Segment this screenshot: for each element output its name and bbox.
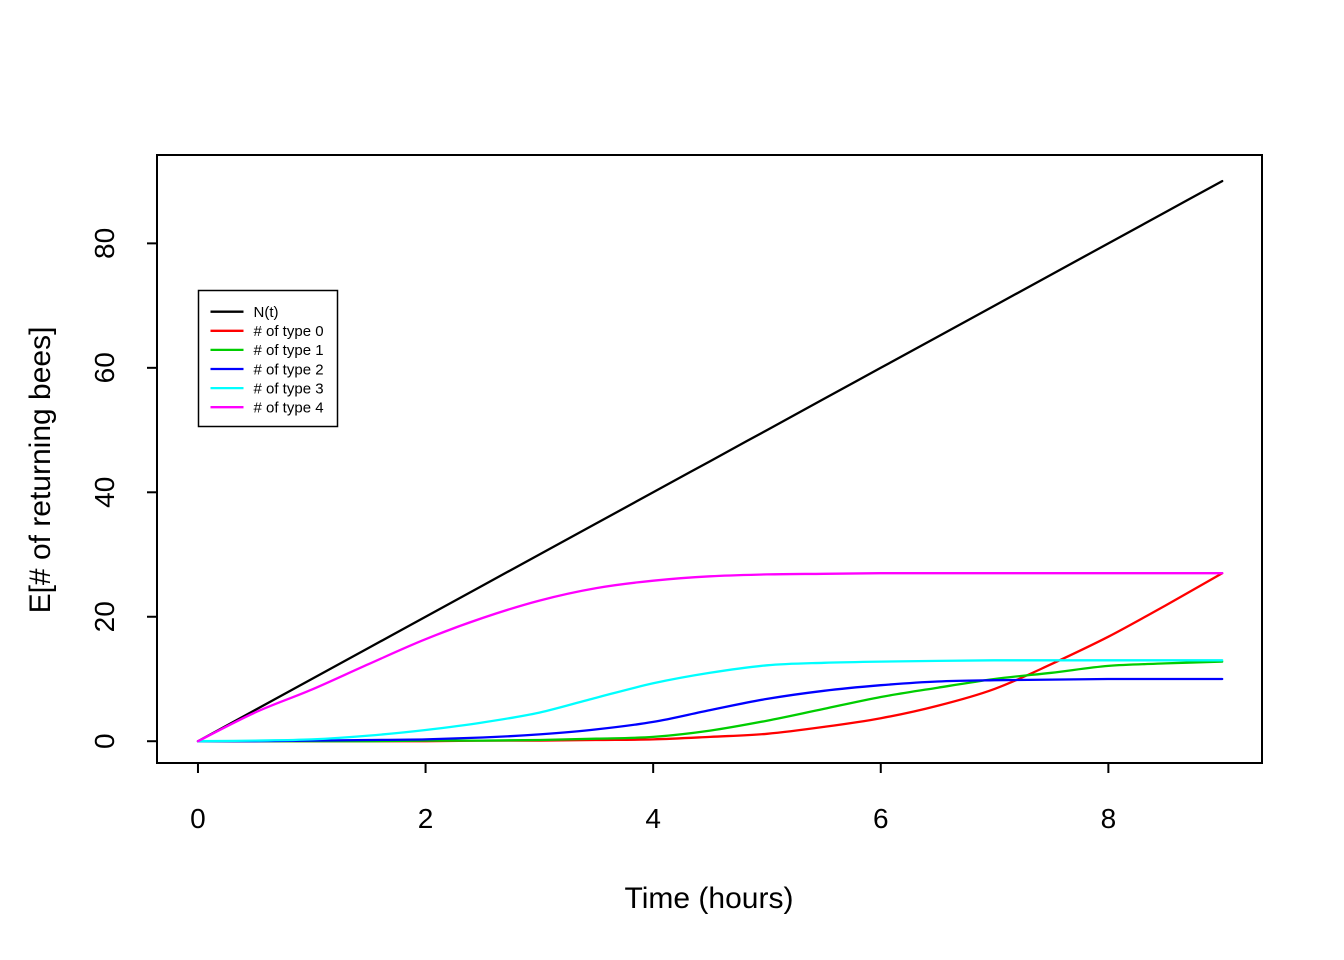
legend: N(t) # of type 0 # of type 1 # of type 2 # o…: [197, 289, 339, 428]
x-tick-label: 0: [190, 803, 206, 834]
y-axis-title: E[# of returning bees]: [24, 327, 57, 614]
legend-label: # of type 2: [254, 361, 324, 378]
series-line-of-type-1: [196, 660, 1224, 743]
x-tick-label: 4: [645, 803, 661, 834]
legend-label: # of type 1: [254, 342, 324, 359]
legend-box: [197, 289, 339, 428]
plot-border: [156, 154, 1263, 764]
x-tick-label: 2: [418, 803, 434, 834]
series-line-of-type-4: [196, 572, 1224, 743]
y-tick-label: 80: [89, 228, 120, 259]
legend-label: # of type 0: [254, 323, 324, 340]
x-axis-title: Time (hours): [625, 882, 794, 915]
series-line-of-type-3: [196, 659, 1224, 743]
y-tick-label: 60: [89, 352, 120, 383]
series-line-n-t: [196, 179, 1224, 743]
legend-label: # of type 3: [254, 380, 324, 397]
x-tick-label: 6: [873, 803, 889, 834]
series-lines: [196, 179, 1224, 743]
legend-label: N(t): [254, 304, 279, 321]
y-tick-label: 40: [89, 477, 120, 508]
y-tick-label: 20: [89, 601, 120, 632]
y-tick-label: 0: [89, 733, 120, 749]
x-tick-label: 8: [1101, 803, 1117, 834]
series-line-of-type-2: [196, 677, 1224, 743]
legend-label: # of type 4: [254, 400, 324, 417]
